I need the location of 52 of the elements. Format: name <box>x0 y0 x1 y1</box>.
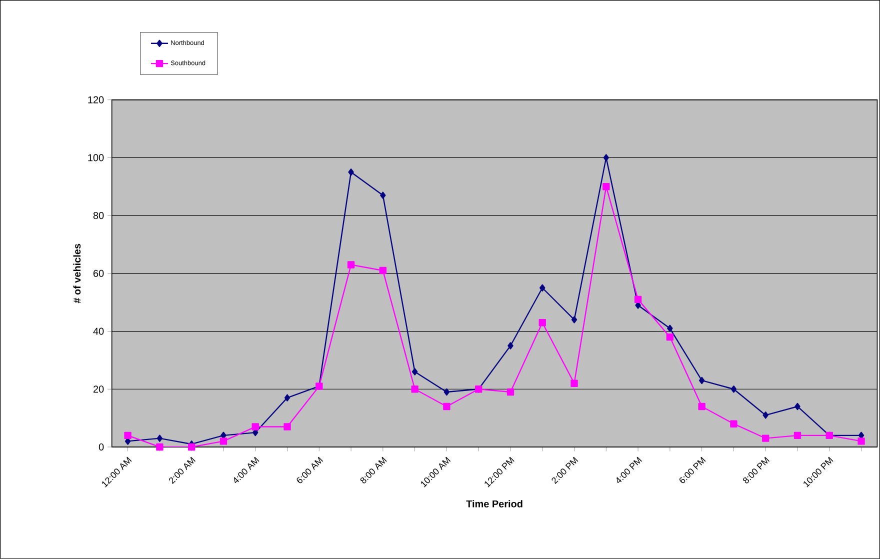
point <box>794 432 802 440</box>
point <box>508 342 514 350</box>
point <box>188 443 196 451</box>
point <box>762 434 770 442</box>
point <box>379 266 387 274</box>
point <box>412 368 418 376</box>
x-tick-label: 4:00 PM <box>616 456 642 484</box>
point <box>762 412 768 419</box>
point <box>444 388 450 396</box>
x-tick-label: 6:00 AM <box>296 456 324 484</box>
y-tick-label: 0 <box>98 444 104 451</box>
y-tick-label: 20 <box>93 386 104 393</box>
y-tick-label: 60 <box>93 270 104 278</box>
x-tick-label: 8:00 PM <box>743 456 770 484</box>
point <box>698 376 705 384</box>
point <box>858 438 865 445</box>
point <box>156 443 164 451</box>
y-axis-title: # of vehicles <box>73 244 81 304</box>
point <box>284 423 291 430</box>
x-tick-label: 8:00 AM <box>360 456 387 484</box>
point <box>667 324 673 332</box>
point <box>698 402 706 410</box>
point <box>443 402 450 410</box>
point <box>570 380 578 388</box>
y-tick-label: 100 <box>88 154 104 162</box>
point <box>252 423 259 430</box>
point <box>571 316 578 324</box>
point <box>124 432 132 440</box>
point <box>156 434 163 442</box>
point <box>347 261 355 268</box>
point <box>634 296 642 304</box>
point <box>411 386 418 393</box>
point <box>348 168 354 176</box>
point <box>380 192 386 199</box>
y-tick-label: 40 <box>93 328 104 335</box>
x-tick-label: 4:00 AM <box>234 456 260 484</box>
x-tick-label: 6:00 PM <box>679 456 706 484</box>
point <box>252 429 258 436</box>
point <box>602 183 610 190</box>
point <box>603 154 609 162</box>
point <box>540 284 546 292</box>
point <box>666 334 674 341</box>
point <box>730 386 737 393</box>
point <box>538 319 546 326</box>
point <box>794 402 800 410</box>
point <box>220 438 228 445</box>
point <box>284 394 290 402</box>
point <box>730 420 738 428</box>
point <box>506 388 514 396</box>
x-axis-title: Time Period <box>466 500 522 508</box>
y-tick-label: 80 <box>93 212 104 220</box>
y-tick-label: 120 <box>88 96 104 104</box>
